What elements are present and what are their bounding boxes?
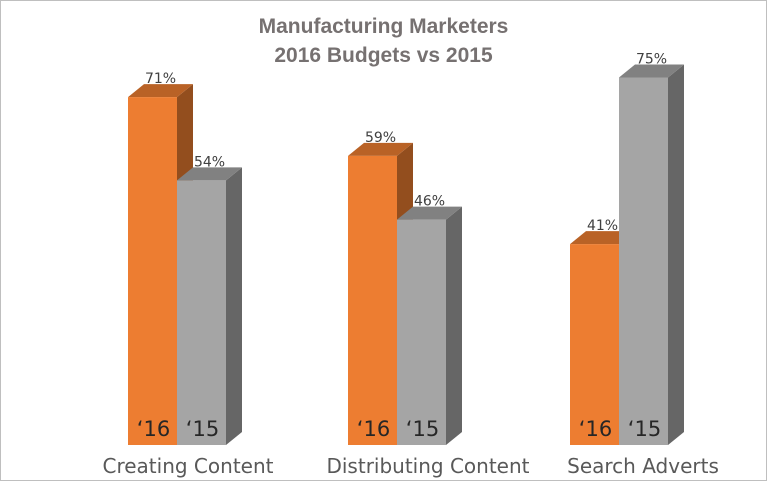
bar-front: [619, 77, 668, 445]
bar-side: [226, 167, 242, 445]
bar-top: [348, 142, 413, 156]
data-label: 46%: [414, 194, 445, 210]
bar-front: [397, 219, 446, 445]
bar-group: 71% ‘16 54% ‘15: [128, 71, 242, 445]
bar-top: [570, 231, 635, 245]
bar: [397, 206, 462, 445]
category-label: Distributing Content: [326, 454, 529, 478]
category-label: Creating Content: [103, 454, 274, 478]
bar-top: [177, 167, 242, 181]
bar-year-label: ‘15: [186, 417, 219, 441]
bar-side: [668, 64, 684, 445]
bar-top: [397, 206, 462, 220]
bar-side: [446, 206, 462, 445]
bar-front: [570, 244, 619, 445]
data-label: 59%: [365, 130, 396, 146]
bar-front: [348, 155, 397, 445]
bar: [619, 64, 684, 445]
bar-front: [177, 180, 226, 445]
bar-top: [619, 64, 684, 78]
category-label: Search Adverts: [567, 454, 719, 478]
bar-year-label: ‘16: [357, 417, 390, 441]
chart-title: Manufacturing Marketers: [258, 15, 509, 38]
bar-group: 59% ‘16 46% ‘15: [348, 130, 462, 445]
bar-top: [128, 84, 193, 98]
data-label: 54%: [194, 154, 225, 170]
data-label: 71%: [145, 71, 176, 87]
bar-front: [128, 97, 177, 445]
data-label: 41%: [587, 218, 618, 234]
bar-year-label: ‘15: [406, 417, 439, 441]
bar-group: 41% ‘16 75% ‘15: [570, 52, 684, 445]
chart-subtitle: 2016 Budgets vs 2015: [274, 44, 493, 67]
bar-year-label: ‘16: [137, 417, 170, 441]
bar-year-label: ‘16: [579, 417, 612, 441]
chart-title-block: Manufacturing Marketers 2016 Budgets vs …: [0, 12, 767, 70]
bar: [177, 167, 242, 445]
bar-year-label: ‘15: [628, 417, 661, 441]
data-label: 75%: [636, 52, 667, 68]
